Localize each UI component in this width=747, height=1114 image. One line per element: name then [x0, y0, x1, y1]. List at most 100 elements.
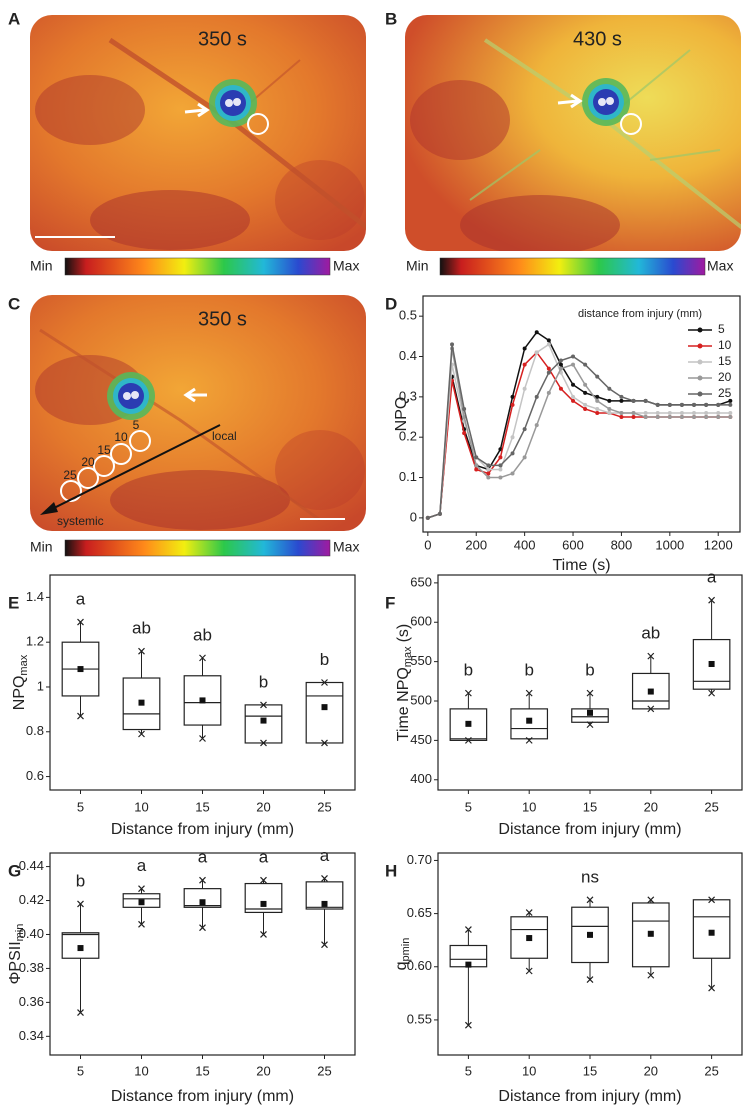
- mean: [587, 931, 593, 938]
- point: [667, 402, 672, 407]
- point: [534, 330, 539, 335]
- point: [595, 406, 600, 411]
- leaf-image: [30, 295, 366, 531]
- extreme-marker: [586, 976, 594, 983]
- y-tick-label: 500: [410, 692, 432, 707]
- extreme-marker: [708, 689, 716, 697]
- y-tick-label: 1.4: [26, 589, 44, 604]
- point: [595, 398, 600, 403]
- extreme-marker: [138, 920, 145, 928]
- colorbar: [439, 257, 706, 276]
- x-tick-label: 10: [134, 1063, 148, 1078]
- x-tick-label: 5: [77, 799, 84, 814]
- colorbar: [64, 257, 331, 276]
- mean: [526, 935, 533, 942]
- point: [619, 398, 624, 403]
- y-axis-label-text: q: [393, 961, 410, 970]
- circle-label: 5: [133, 418, 140, 432]
- significance-letter: a: [76, 590, 86, 609]
- y-tick-label: 0.65: [407, 905, 432, 920]
- significance-letter: ab: [193, 625, 212, 644]
- x-axis-label: Distance from injury (mm): [111, 1088, 294, 1105]
- y-tick-label: 0.6: [26, 768, 44, 783]
- y-tick-label: 0.2: [399, 429, 417, 444]
- y-tick-label: 0.60: [407, 958, 432, 973]
- point: [728, 398, 733, 403]
- x-axis-label: Distance from injury (mm): [498, 1088, 681, 1105]
- y-tick-label: 0: [410, 509, 417, 524]
- x-tick-label: 20: [256, 1063, 270, 1078]
- significance-letter: ab: [132, 619, 151, 638]
- point: [522, 386, 527, 391]
- point: [704, 410, 709, 415]
- time-label: 350 s: [198, 28, 247, 50]
- x-tick-label: 5: [465, 1063, 472, 1078]
- point: [643, 415, 648, 420]
- point: [716, 410, 721, 415]
- significance-letter: b: [585, 661, 594, 680]
- point: [571, 394, 576, 399]
- y-tick-label: 0.38: [19, 960, 44, 975]
- y-axis-label: NPQ: [393, 397, 410, 432]
- extreme-marker: [525, 967, 533, 975]
- point: [510, 471, 515, 476]
- box: [510, 708, 549, 740]
- mean: [77, 945, 84, 952]
- extreme-marker: [321, 875, 328, 882]
- y-tick-label: 550: [410, 653, 432, 668]
- series-line: [427, 344, 731, 519]
- point: [728, 415, 733, 420]
- extreme-marker: [138, 730, 145, 738]
- point: [437, 511, 442, 516]
- y-tick-label: 0.3: [399, 388, 417, 403]
- point: [583, 382, 588, 387]
- legend-marker: [697, 327, 703, 333]
- point: [546, 366, 551, 371]
- y-tick-label: 600: [410, 614, 432, 629]
- point: [667, 410, 672, 415]
- y-axis-label-sub: max: [18, 654, 30, 675]
- point: [462, 431, 467, 436]
- y-tick-label: 0.44: [19, 858, 44, 873]
- mean: [708, 660, 715, 667]
- point: [486, 475, 491, 480]
- point: [704, 402, 709, 407]
- x-tick-label: 200: [465, 537, 487, 552]
- x-tick-label: 15: [583, 799, 597, 814]
- point: [474, 463, 479, 468]
- x-tick-label: 25: [317, 1063, 331, 1078]
- x-tick-label: 10: [522, 799, 536, 814]
- point: [595, 410, 600, 415]
- y-axis-label-suffix: (s): [395, 624, 412, 643]
- point: [546, 338, 551, 343]
- significance-letter: a: [137, 856, 147, 875]
- point: [571, 382, 576, 387]
- point: [692, 410, 697, 415]
- point: [546, 342, 551, 347]
- panel-label: A: [8, 9, 20, 28]
- y-axis-label: qpmin: [393, 938, 412, 971]
- significance-letter: b: [320, 650, 329, 669]
- extreme-marker: [260, 876, 267, 884]
- y-tick-label: 0.8: [26, 723, 44, 738]
- y-tick-label: 0.70: [407, 852, 432, 867]
- point: [486, 463, 491, 468]
- point: [534, 423, 539, 428]
- point: [692, 402, 697, 407]
- point: [498, 463, 503, 468]
- box: [692, 899, 731, 959]
- circle-label: 15: [97, 443, 111, 457]
- significance-letter: b: [524, 661, 533, 680]
- legend-label: 15: [718, 354, 732, 368]
- x-tick-label: 5: [465, 799, 472, 814]
- colorbar-min: Min: [30, 539, 53, 555]
- panel-label: F: [385, 593, 395, 612]
- x-tick-label: 15: [195, 1063, 209, 1078]
- point: [571, 354, 576, 359]
- point: [631, 415, 636, 420]
- mean: [199, 697, 206, 704]
- significance-letter: ns: [581, 867, 599, 886]
- legend-label: 20: [718, 370, 732, 384]
